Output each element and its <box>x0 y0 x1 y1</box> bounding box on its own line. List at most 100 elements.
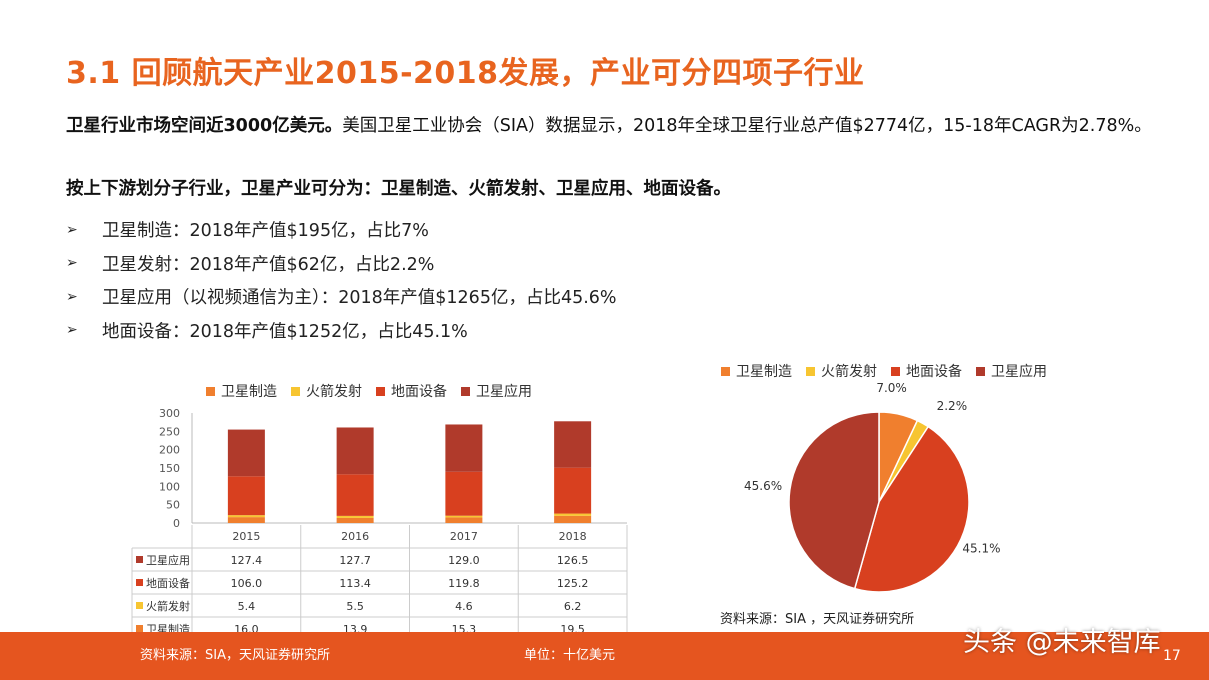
table-cell-value: 13.9 <box>343 623 368 632</box>
table-cell-value: 5.4 <box>238 600 256 613</box>
bar-segment <box>227 515 265 518</box>
list-item: ➢ 地面设备：2018年产值$1252亿，占比45.1% <box>66 314 617 348</box>
table-cell-value: 127.7 <box>339 554 371 567</box>
pie-data-label: 2.2% <box>937 399 968 413</box>
y-tick-label: 0 <box>173 517 180 530</box>
table-cell-value: 119.8 <box>448 577 480 590</box>
page-title: 3.1 回顾航天产业2015-2018发展，产业可分四项子行业 <box>66 56 865 91</box>
legend-item-launch: 火箭发射 <box>291 381 362 401</box>
bullet-list: ➢ 卫星制造：2018年产值$195亿，占比7% ➢ 卫星发射：2018年产值$62… <box>66 213 617 347</box>
legend-swatch <box>721 366 730 376</box>
pie-chart: 7.0% 2.2% 45.1% 45.6% <box>744 381 1001 593</box>
bullet-text: 卫星发射：2018年产值$62亿，占比2.2% <box>102 254 435 275</box>
table-row-label: 卫星制造 <box>146 622 190 632</box>
y-tick-label: 150 <box>159 462 180 475</box>
pie-slice <box>788 411 880 590</box>
bar-segment <box>336 517 374 523</box>
table-row-swatch <box>136 579 143 586</box>
watermark: 头条 @未来智库 <box>963 627 1161 658</box>
bar-segment <box>445 471 483 516</box>
legend-swatch <box>891 366 900 376</box>
bullet-text: 卫星制造：2018年产值$195亿，占比7% <box>102 221 429 242</box>
bar-segment <box>554 421 592 468</box>
arrow-bullet-icon: ➢ <box>66 255 78 272</box>
y-tick-label: 50 <box>166 499 180 512</box>
list-item: ➢ 卫星制造：2018年产值$195亿，占比7% <box>66 213 617 247</box>
legend-item-application: 卫星应用 <box>461 381 532 401</box>
table-cell-value: 106.0 <box>231 577 263 590</box>
pie-data-label: 7.0% <box>876 381 907 395</box>
intro-bold: 卫星行业市场空间近3000亿美元。 <box>66 116 343 136</box>
table-row-label: 地面设备 <box>146 576 190 590</box>
bar-segment <box>445 515 483 518</box>
table-cell-value: 129.0 <box>448 554 480 567</box>
x-category-label: 2018 <box>559 530 587 543</box>
pie-chart-legend: 卫星制造 火箭发射 地面设备 卫星应用 <box>721 361 1061 381</box>
y-tick-label: 250 <box>159 425 180 438</box>
legend-swatch <box>976 366 985 376</box>
legend-swatch <box>806 366 815 376</box>
table-cell-value: 16.0 <box>234 623 259 632</box>
segment-paragraph: 按上下游划分子行业，卫星产业可分为：卫星制造、火箭发射、卫星应用、地面设备。 <box>66 179 731 199</box>
bar-segment <box>554 515 592 523</box>
bar-segment <box>445 517 483 523</box>
list-item: ➢ 卫星发射：2018年产值$62亿，占比2.2% <box>66 247 617 281</box>
table-cell-value: 113.4 <box>339 577 371 590</box>
table-cell-value: 127.4 <box>231 554 263 567</box>
x-category-label: 2015 <box>232 530 260 543</box>
legend-swatch <box>206 386 215 396</box>
arrow-bullet-icon: ➢ <box>66 221 78 238</box>
bar-segment <box>554 467 592 514</box>
intro-text: 美国卫星工业协会（SIA）数据显示，2018年全球卫星行业总产值$2774亿，1… <box>342 116 1152 136</box>
bullet-text: 卫星应用（以视频通信为主）：2018年产值$1265亿，占比45.6% <box>102 288 617 309</box>
table-row-swatch <box>136 625 143 632</box>
footer-bar: 资料来源：SIA，天风证券研究所 单位：十亿美元 <box>0 632 1209 680</box>
footer-source: 资料来源：SIA，天风证券研究所 <box>140 648 330 663</box>
bullet-text: 地面设备：2018年产值$1252亿，占比45.1% <box>102 321 468 342</box>
legend-swatch <box>376 386 385 396</box>
table-row-swatch <box>136 602 143 609</box>
legend-item-application: 卫星应用 <box>976 361 1047 381</box>
page-number: 17 <box>1163 648 1181 664</box>
legend-swatch <box>291 386 300 396</box>
bar-segment <box>336 474 374 516</box>
legend-swatch <box>461 386 470 396</box>
table-cell-value: 4.6 <box>455 600 473 613</box>
intro-paragraph: 卫星行业市场空间近3000亿美元。美国卫星工业协会（SIA）数据显示，2018年… <box>66 113 1156 139</box>
bar-segment <box>554 513 592 516</box>
stacked-bar-chart: 0 50 100 150 200 250 300 2015 2016 2017 2018 卫星应用 12… <box>131 407 628 632</box>
legend-item-launch: 火箭发射 <box>806 361 877 381</box>
y-tick-label: 100 <box>159 480 180 493</box>
bar-segment <box>336 515 374 518</box>
table-cell-value: 19.5 <box>560 623 585 632</box>
table-cell-value: 126.5 <box>557 554 589 567</box>
table-cell-value: 15.3 <box>452 623 477 632</box>
table-row-label: 卫星应用 <box>146 553 190 567</box>
pie-source-note: 资料来源：SIA ，天风证券研究所 <box>720 612 915 627</box>
legend-item-ground: 地面设备 <box>891 361 962 381</box>
bar-segment <box>445 424 483 472</box>
x-category-label: 2016 <box>341 530 369 543</box>
table-cell-value: 125.2 <box>557 577 589 590</box>
pie-data-label: 45.6% <box>744 479 782 493</box>
legend-item-ground: 地面设备 <box>376 381 447 401</box>
bar-segment <box>227 517 265 523</box>
x-category-label: 2017 <box>450 530 478 543</box>
bar-segment <box>227 476 265 516</box>
bar-chart-legend: 卫星制造 火箭发射 地面设备 卫星应用 <box>206 381 546 401</box>
bar-segment <box>227 429 265 477</box>
table-row-swatch <box>136 556 143 563</box>
footer-unit: 单位：十亿美元 <box>524 648 616 663</box>
arrow-bullet-icon: ➢ <box>66 322 78 339</box>
pie-slice <box>853 425 970 593</box>
bar-segment <box>336 427 374 475</box>
pie-data-label: 45.1% <box>962 542 1000 556</box>
legend-item-manufacture: 卫星制造 <box>206 381 277 401</box>
legend-item-manufacture: 卫星制造 <box>721 361 792 381</box>
table-cell-value: 5.5 <box>346 600 364 613</box>
table-cell-value: 6.2 <box>564 600 582 613</box>
list-item: ➢ 卫星应用（以视频通信为主）：2018年产值$1265亿，占比45.6% <box>66 280 617 314</box>
y-tick-label: 300 <box>159 407 180 420</box>
table-row-label: 火箭发射 <box>146 599 190 613</box>
y-tick-label: 200 <box>159 444 180 457</box>
